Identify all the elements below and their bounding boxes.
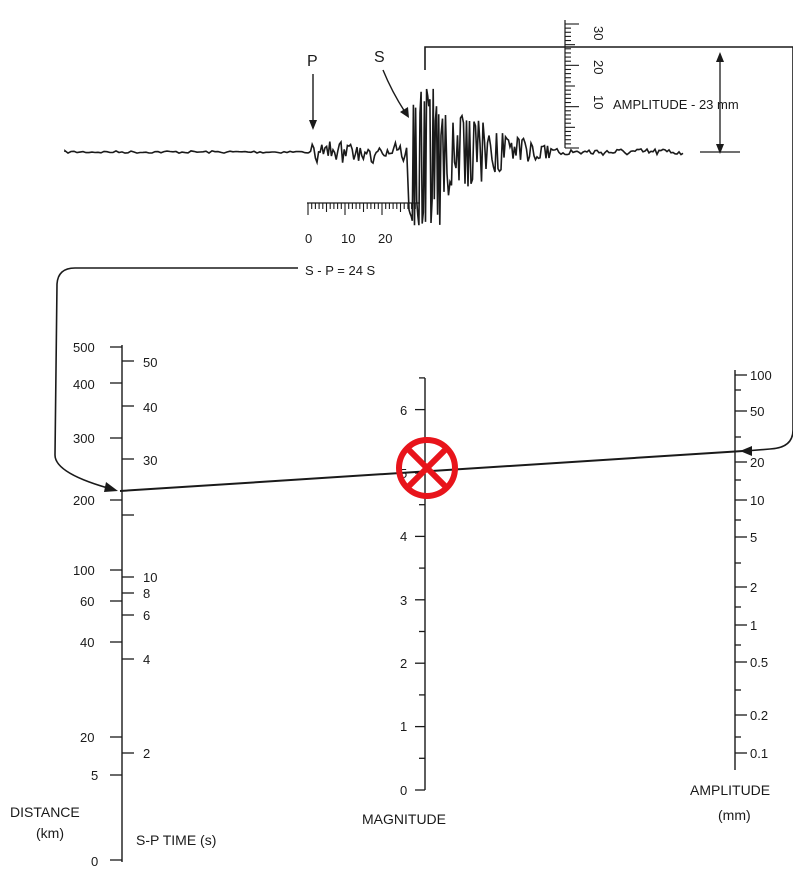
- amplitude-label-50: 50: [750, 404, 764, 419]
- magnitude-scale: 6 5 4 3 2 1 0 MAGNITUDE: [362, 377, 446, 827]
- magnitude-label-6: 6: [400, 403, 407, 418]
- amplitude-connector-line: [744, 47, 793, 452]
- sp-time-label-30: 30: [143, 453, 157, 468]
- distance-label-60: 60: [80, 594, 94, 609]
- s-arrow-head: [400, 107, 409, 118]
- amplitude-scale: 100 50 20 10 5 2 1 0.5 0.2 0.1 AMPLITUDE…: [690, 368, 772, 823]
- amplitude-ruler-ticks: [565, 23, 579, 149]
- sp-connector-arrow: [104, 482, 118, 492]
- distance-unit: (km): [36, 825, 64, 841]
- distance-label-5: 5: [91, 768, 98, 783]
- amplitude-dim-arrow-bottom: [716, 144, 724, 154]
- time-label-20: 20: [378, 231, 392, 246]
- amplitude-dim-arrow-top: [716, 52, 724, 62]
- magnitude-label-3: 3: [400, 593, 407, 608]
- amplitude-bracket: [424, 46, 793, 70]
- time-ruler-ticks: [307, 203, 420, 215]
- s-arrow-shaft: [382, 69, 406, 113]
- amplitude-ruler-label-30: 30: [591, 26, 606, 40]
- distance-label-40: 40: [80, 635, 94, 650]
- distance-label-0: 0: [91, 854, 98, 869]
- distance-scale: 500 400 300 200 100 60 40 20 5 0 DISTANC…: [10, 340, 134, 869]
- sp-time-label-10: 10: [143, 570, 157, 585]
- magnitude-label-2: 2: [400, 656, 407, 671]
- sp-time-title: S-P TIME (s): [136, 832, 216, 848]
- sp-time-label-4: 4: [143, 652, 150, 667]
- distance-label-20: 20: [80, 730, 94, 745]
- amplitude-title: AMPLITUDE: [690, 782, 770, 798]
- sp-time-label-2: 2: [143, 746, 150, 761]
- amplitude-label-2: 2: [750, 580, 757, 595]
- amplitude-label-100: 100: [750, 368, 772, 383]
- amplitude-connector-arrow: [740, 446, 752, 456]
- s-wave-label: S: [374, 49, 385, 66]
- sp-connector-line: [54, 267, 298, 491]
- amplitude-ruler-label-20: 20: [591, 60, 606, 74]
- time-label-0: 0: [305, 231, 312, 246]
- seismogram: P S 30 20 10 AMPLITUDE - 23 mm 0 10 20 S…: [54, 20, 793, 492]
- distance-label-500: 500: [73, 340, 95, 355]
- amplitude-label-10: 10: [750, 493, 764, 508]
- magnitude-label-4: 4: [400, 529, 407, 544]
- distance-label-100: 100: [73, 563, 95, 578]
- magnitude-label-0: 0: [400, 783, 407, 798]
- amplitude-label-0-2: 0.2: [750, 708, 768, 723]
- amplitude-label-5: 5: [750, 530, 757, 545]
- magnitude-marker-cross-b: [405, 446, 449, 490]
- x-circle-icon: [396, 437, 458, 499]
- distance-label-400: 400: [73, 377, 95, 392]
- p-arrow-head: [309, 120, 317, 130]
- distance-label-300: 300: [73, 431, 95, 446]
- time-label-10: 10: [341, 231, 355, 246]
- amplitude-measurement-label: AMPLITUDE - 23 mm: [613, 97, 739, 112]
- sp-time-scale: 50 40 30 10 8 6 4 2 S-P TIME (s): [136, 355, 216, 848]
- amplitude-label-1: 1: [750, 618, 757, 633]
- amplitude-label-0-1: 0.1: [750, 746, 768, 761]
- magnitude-label-1: 1: [400, 719, 407, 734]
- sp-interval-label: S - P = 24 S: [305, 263, 376, 278]
- amplitude-label-20: 20: [750, 455, 764, 470]
- magnitude-title: MAGNITUDE: [362, 811, 446, 827]
- amplitude-ruler-label-10: 10: [591, 95, 606, 109]
- amplitude-label-0-5: 0.5: [750, 655, 768, 670]
- sp-time-label-8: 8: [143, 586, 150, 601]
- sp-time-label-50: 50: [143, 355, 157, 370]
- sp-time-label-6: 6: [143, 608, 150, 623]
- amplitude-unit: (mm): [718, 807, 751, 823]
- distance-title: DISTANCE: [10, 804, 80, 820]
- seismogram-trace: [64, 88, 684, 226]
- magnitude-marker-ring: [396, 437, 458, 499]
- distance-label-200: 200: [73, 493, 95, 508]
- sp-time-label-40: 40: [143, 400, 157, 415]
- p-wave-label: P: [307, 53, 318, 70]
